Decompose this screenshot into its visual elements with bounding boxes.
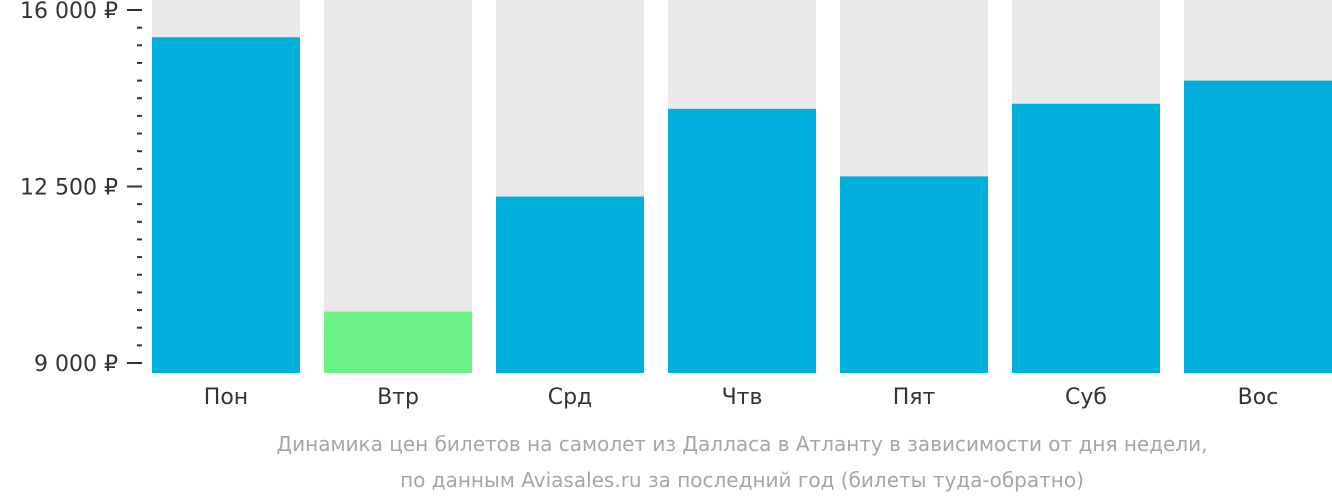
x-category-label: Чтв [722,385,763,410]
bar-background [324,0,472,373]
x-category-label: Пон [204,385,248,410]
bar [840,176,988,373]
bar [1012,103,1160,373]
x-category-label: Срд [548,385,593,410]
bars [152,0,1332,373]
x-axis-labels: Пон Втр Срд Чтв Пят Суб Вос [204,385,1279,410]
bar [668,108,816,373]
y-axis: 16 000 ₽ 12 500 ₽ 9 000 ₽ [20,0,142,377]
y-tick-label: 16 000 ₽ [20,0,118,24]
bar [324,311,472,373]
bar [152,37,300,373]
price-by-weekday-chart: 16 000 ₽ 12 500 ₽ 9 000 ₽ Пон Втр Срд Чтв Пят С… [20,0,1332,410]
y-tick-label: 9 000 ₽ [34,352,118,377]
x-category-label: Пят [893,385,936,410]
bar [496,196,644,373]
chart-caption-line-2: по данным Aviasales.ru за последний год … [400,468,1084,492]
x-category-label: Суб [1065,385,1107,410]
bar [1184,80,1332,373]
x-category-label: Вос [1238,385,1279,410]
chart-caption-line-1: Динамика цен билетов на самолет из Далла… [276,432,1208,456]
y-tick-label: 12 500 ₽ [20,176,118,201]
x-category-label: Втр [377,385,419,410]
